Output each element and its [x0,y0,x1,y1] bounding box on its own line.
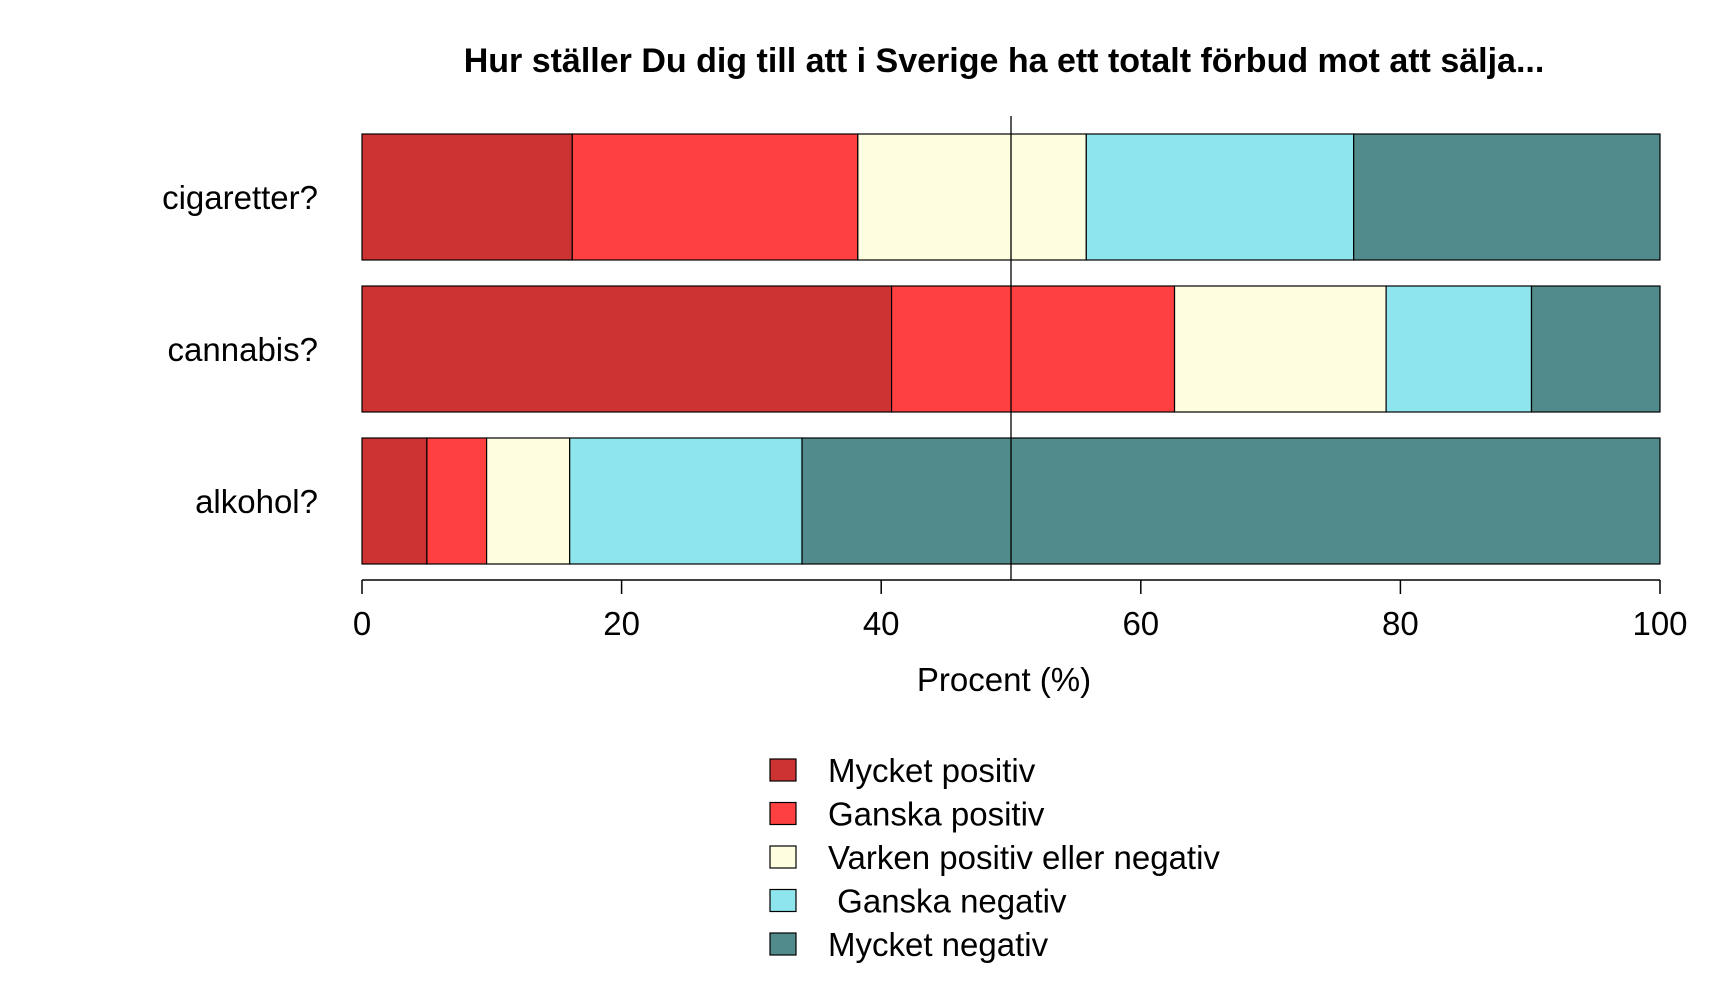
bar-segment-2-4 [801,437,1661,565]
bar-segment-0-3 [1085,133,1355,261]
bar-segment-2-2 [486,437,571,565]
category-label: cannabis? [168,331,318,368]
bar-segment-0-1 [571,133,859,261]
legend-label: Mycket positiv [828,752,1036,789]
x-tick-label: 80 [1382,605,1419,642]
bar-segment-1-4 [1530,285,1661,413]
x-tick-label: 60 [1122,605,1159,642]
legend-label: Ganska negativ [828,883,1067,920]
bar-segment-0-4 [1353,133,1661,261]
x-axis: 0 20 40 60 80 100 [353,579,1688,642]
x-axis-label: Procent (%) [917,661,1091,698]
bar-segment-1-0 [361,285,893,413]
legend-swatch [769,932,797,956]
bar-segment-2-3 [569,437,803,565]
x-tick-label: 0 [353,605,371,642]
category-label: alkohol? [195,483,318,520]
category-label: cigaretter? [162,179,318,216]
bar-segment-0-2 [857,133,1087,261]
category-labels: cigaretter? cannabis? alkohol? [162,179,318,520]
bar-segment-1-3 [1385,285,1533,413]
x-tick-label: 100 [1632,605,1687,642]
legend-swatch [769,758,797,782]
legend-label: Varken positiv eller negativ [828,839,1220,876]
legend-label: Mycket negativ [828,926,1049,963]
legend-label: Ganska positiv [828,796,1045,833]
bar-segment-1-1 [890,285,1176,413]
legend-swatch [769,801,797,826]
bars-layer [361,133,1661,565]
x-tick-label: 20 [603,605,640,642]
legend-swatch [769,888,797,913]
bar-segment-1-2 [1173,285,1387,413]
bar-segment-2-1 [426,437,488,565]
legend-swatch [769,845,797,869]
x-tick-label: 40 [863,605,900,642]
bar-segment-0-0 [361,133,573,261]
bar-segment-2-0 [361,437,428,565]
legend: Mycket positiv Ganska positiv Varken posit… [769,752,1220,963]
chart-title: Hur ställer Du dig till att i Sverige ha… [464,42,1545,80]
